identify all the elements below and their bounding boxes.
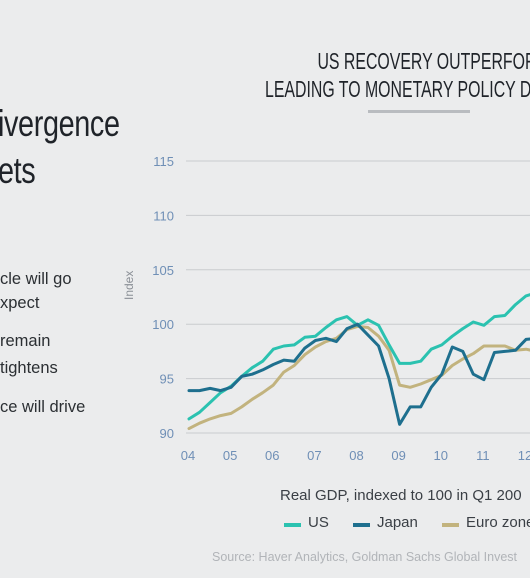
bullet-line: xpect <box>0 294 40 312</box>
article-heading: ivergence ets <box>0 100 123 194</box>
legend-label: Euro zone <box>466 514 530 531</box>
x-tick-label: 09 <box>391 448 405 463</box>
y-tick-label: 115 <box>153 154 174 169</box>
x-tick-label: 04 <box>181 448 195 463</box>
x-tick-label: 08 <box>349 448 363 463</box>
legend-swatch <box>284 523 301 527</box>
gridlines <box>186 160 530 434</box>
x-tick-label: 06 <box>265 448 279 463</box>
x-axis-ticks: 04 05 06 07 08 09 10 11 12 <box>181 448 530 463</box>
article-heading-line: ivergence <box>0 103 120 144</box>
article-heading-line: ets <box>0 150 36 191</box>
series-line-us <box>187 293 530 421</box>
y-tick-label: 110 <box>153 208 174 223</box>
bullet-line: remain <box>0 332 51 350</box>
chart-caption: Real GDP, indexed to 100 in Q1 200 <box>280 487 522 504</box>
y-tick-label: 100 <box>152 317 174 332</box>
chart-title-line: US RECOVERY OUTPERFORMS, <box>317 48 530 74</box>
bullet-line: tightens <box>0 359 58 377</box>
x-tick-label: 07 <box>307 448 321 463</box>
y-axis-label: Index <box>122 270 136 300</box>
y-tick-label: 95 <box>160 372 174 387</box>
x-tick-label: 12 <box>518 448 530 463</box>
y-tick-label: 105 <box>152 263 174 278</box>
title-underline <box>368 110 470 113</box>
legend-swatch <box>442 523 459 527</box>
x-tick-label: 05 <box>223 448 237 463</box>
x-tick-label: 10 <box>434 448 448 463</box>
bullet-line: ce will drive <box>0 398 86 416</box>
legend-swatch <box>353 523 370 527</box>
series-line-euro-zone <box>187 324 530 431</box>
chart-title-line: LEADING TO MONETARY POLICY DIVERG <box>265 76 530 102</box>
series-line-japan <box>187 322 530 426</box>
y-axis-ticks: 115 110 105 100 95 90 <box>152 154 174 441</box>
chart-title: US RECOVERY OUTPERFORMS, LEADING TO MONE… <box>265 47 530 103</box>
source-note: Source: Haver Analytics, Goldman Sachs G… <box>212 550 518 564</box>
series-lines <box>187 293 530 431</box>
bullet-line: cle will go <box>0 270 72 288</box>
x-tick-label: 11 <box>476 448 490 463</box>
legend-label: Japan <box>377 514 418 531</box>
legend-label: US <box>308 514 329 531</box>
y-tick-label: 90 <box>160 426 174 441</box>
